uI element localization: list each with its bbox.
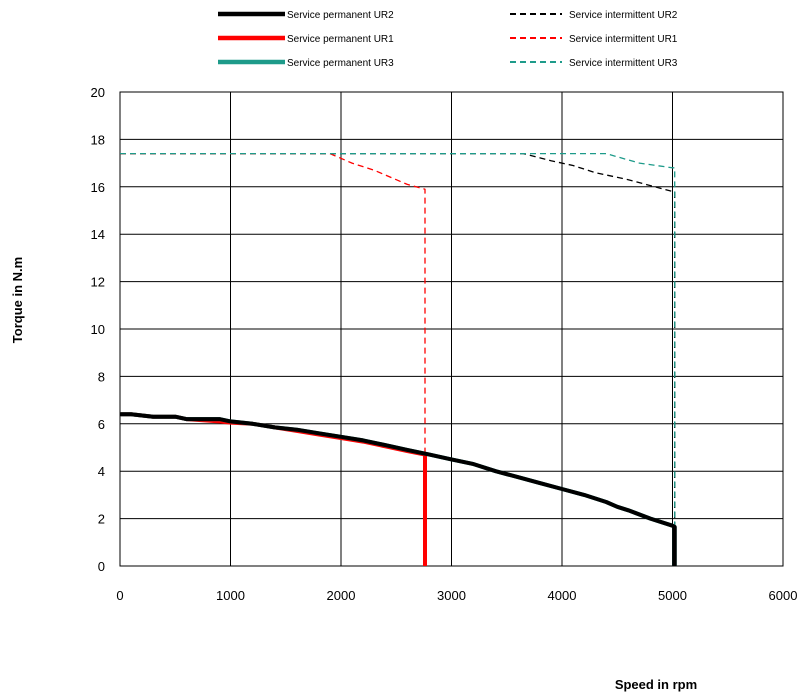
x-tick-label: 3000 bbox=[437, 588, 466, 603]
x-tick-label: 6000 bbox=[769, 588, 798, 603]
x-tick-label: 4000 bbox=[548, 588, 577, 603]
plot-area-border bbox=[119, 91, 784, 567]
x-tick-labels: 0 1000 2000 3000 4000 5000 6000 bbox=[116, 588, 797, 603]
y-tick-label: 20 bbox=[91, 85, 105, 100]
y-tick-label: 18 bbox=[91, 132, 105, 147]
y-tick-label: 0 bbox=[98, 559, 105, 574]
x-tick-label: 0 bbox=[116, 588, 123, 603]
y-tick-label: 16 bbox=[91, 180, 105, 195]
series-line-service-permanent-ur2 bbox=[120, 412, 677, 566]
legend-label: Service permanent UR1 bbox=[287, 34, 394, 45]
legend-label: Service intermittent UR2 bbox=[569, 10, 678, 21]
legend-label: Service intermittent UR3 bbox=[569, 58, 678, 69]
legend-label: Service permanent UR2 bbox=[287, 10, 394, 21]
y-axis-title: Torque in N.m bbox=[10, 257, 25, 343]
x-tick-label: 1000 bbox=[216, 588, 245, 603]
x-tick-label: 2000 bbox=[327, 588, 356, 603]
legend: Service permanent UR2 Service permanent U… bbox=[218, 10, 678, 69]
x-axis-title: Speed in rpm bbox=[615, 677, 697, 692]
series-line-service-intermittent-ur1 bbox=[120, 152, 426, 566]
y-tick-label: 12 bbox=[91, 275, 105, 290]
legend-label: Service intermittent UR1 bbox=[569, 34, 678, 45]
x-tick-label: 5000 bbox=[658, 588, 687, 603]
legend-label: Service permanent UR3 bbox=[287, 58, 394, 69]
y-tick-label: 8 bbox=[98, 369, 105, 384]
series-line-service-intermittent-ur3 bbox=[120, 152, 676, 566]
y-tick-labels: 0 2 4 6 8 10 12 14 16 18 20 bbox=[91, 85, 105, 574]
series-line-service-intermittent-ur2 bbox=[120, 152, 676, 566]
y-tick-label: 4 bbox=[98, 464, 105, 479]
y-tick-label: 2 bbox=[98, 512, 105, 527]
series-lines bbox=[120, 152, 677, 566]
y-tick-label: 6 bbox=[98, 417, 105, 432]
y-tick-label: 10 bbox=[91, 322, 105, 337]
y-tick-label: 14 bbox=[91, 227, 105, 242]
